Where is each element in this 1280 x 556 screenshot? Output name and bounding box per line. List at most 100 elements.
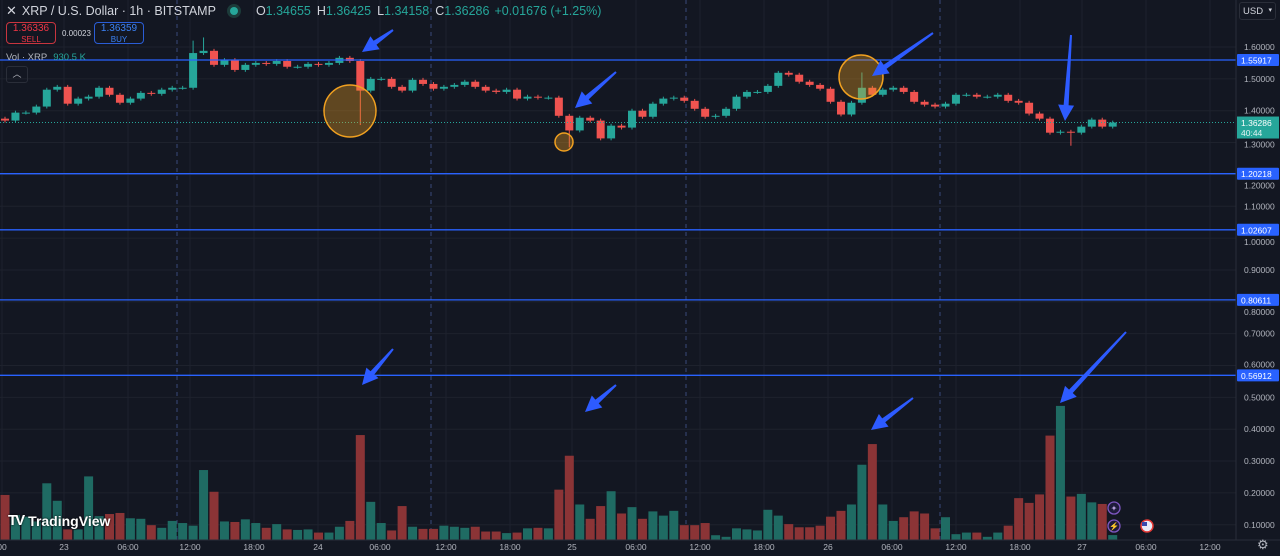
close-icon[interactable]: ✕ (6, 3, 17, 18)
volume-bar (303, 529, 313, 540)
candle-body (805, 81, 814, 85)
candle-body (774, 72, 783, 86)
time-tick-label: 18:00 (753, 542, 775, 552)
sell-label: SELL (21, 35, 41, 44)
tradingview-logo-icon: TV (8, 512, 25, 529)
volume-bar (199, 470, 209, 540)
buy-button[interactable]: 1.36359 BUY (94, 22, 144, 44)
low-value: 1.34158 (384, 4, 430, 18)
volume-bar (1014, 498, 1024, 540)
volume-bar (543, 528, 553, 540)
candle-body (387, 78, 396, 87)
time-tick-label: 06:00 (117, 542, 139, 552)
volume-bar (732, 528, 741, 540)
candle-body (742, 91, 751, 97)
price-tick-label: 0.30000 (1244, 456, 1275, 466)
high-value: 1.36425 (325, 4, 372, 18)
logo-text: TradingView (28, 512, 111, 529)
volume-bar (481, 531, 491, 540)
volume-bar (366, 501, 376, 540)
candle-body (847, 102, 856, 115)
horizontal-line-label (1237, 167, 1279, 180)
symbol-title[interactable]: XRP / U.S. Dollar · 1h · BITSTAMP (21, 4, 216, 18)
candle-body (53, 86, 62, 90)
volume-bar (324, 532, 334, 540)
candle-body (398, 86, 407, 91)
buy-price: 1.36359 (100, 23, 138, 34)
price-tick-label: 1.30000 (1244, 140, 1275, 150)
annotation-arrow (362, 29, 394, 52)
candle-body (1025, 102, 1034, 114)
volume-bar (972, 532, 982, 540)
volume-bar (690, 525, 700, 540)
volume-bar (752, 530, 762, 540)
candle-body (638, 110, 647, 117)
close-value: 1.36286 (444, 4, 490, 18)
candle-body (837, 101, 845, 115)
time-tick-label: 12:00 (945, 542, 967, 552)
candle-body (157, 89, 166, 94)
horizontal-line-value: 0.80611 (1241, 295, 1271, 305)
volume-bar (293, 529, 303, 540)
sell-button[interactable]: 1.36336 SELL (6, 22, 56, 44)
candle-body (147, 92, 156, 94)
volume-bar (157, 527, 167, 540)
market-status-icon (229, 7, 238, 15)
gear-icon[interactable]: ⚙ (1257, 537, 1269, 552)
sell-price: 1.36336 (12, 23, 50, 34)
volume-bar (251, 523, 261, 540)
volume-bar (627, 507, 637, 540)
candle-body (304, 63, 313, 67)
volume-bar (669, 510, 679, 540)
volume-bar (261, 527, 271, 540)
time-tick-label: 06:00 (369, 542, 391, 552)
current-price-value: 1.36286 (1241, 118, 1272, 128)
candle-body (962, 94, 971, 96)
volume-bar (961, 532, 971, 540)
buy-label: BUY (110, 35, 128, 44)
candle-body (1004, 94, 1013, 101)
currency-dropdown[interactable]: USD ▾ (1239, 2, 1276, 20)
annotation-arrow (575, 71, 617, 108)
candle-body (931, 104, 940, 107)
candle-body (1014, 100, 1023, 103)
time-tick-label: 27 (1077, 542, 1087, 552)
candle-body (502, 89, 511, 92)
time-axis (0, 540, 1236, 556)
candle-body (753, 91, 762, 93)
volume-bar (376, 523, 386, 540)
volume-bar (763, 509, 773, 540)
horizontal-line-value: 1.20218 (1241, 169, 1272, 179)
candle-body (596, 120, 605, 139)
candle-body (439, 86, 448, 89)
volume-bar (188, 525, 198, 540)
candle-body (32, 106, 41, 113)
chevron-up-icon[interactable]: ︿ (6, 66, 28, 83)
lightning-icon: ⚡ (1109, 521, 1119, 531)
volume-bar (951, 534, 961, 540)
volume-bar (773, 515, 783, 540)
volume-bar (867, 444, 877, 540)
candle-body (419, 79, 427, 84)
candle-body (868, 87, 877, 95)
candle-body (784, 72, 793, 75)
volume-bar (878, 504, 888, 540)
volume-bar (42, 483, 52, 540)
volume-bar (167, 520, 177, 540)
candle-body (1087, 119, 1096, 127)
volume-bar (449, 526, 459, 540)
volume-bar (784, 524, 794, 540)
volume-bar (575, 504, 585, 540)
volume-bar (982, 536, 992, 540)
tradingview-logo[interactable]: TV TradingView (8, 512, 110, 529)
price-tick-label: 0.70000 (1244, 329, 1275, 339)
candle-body (1108, 122, 1117, 127)
volume-bar (826, 516, 836, 540)
time-tick-label: 18:00 (243, 542, 265, 552)
close-label: C (435, 4, 445, 18)
candle-body (878, 89, 887, 95)
candle-body (826, 88, 835, 102)
volume-legend: Vol · XRP 930.5 K (6, 52, 86, 63)
event-icon (1107, 519, 1121, 533)
